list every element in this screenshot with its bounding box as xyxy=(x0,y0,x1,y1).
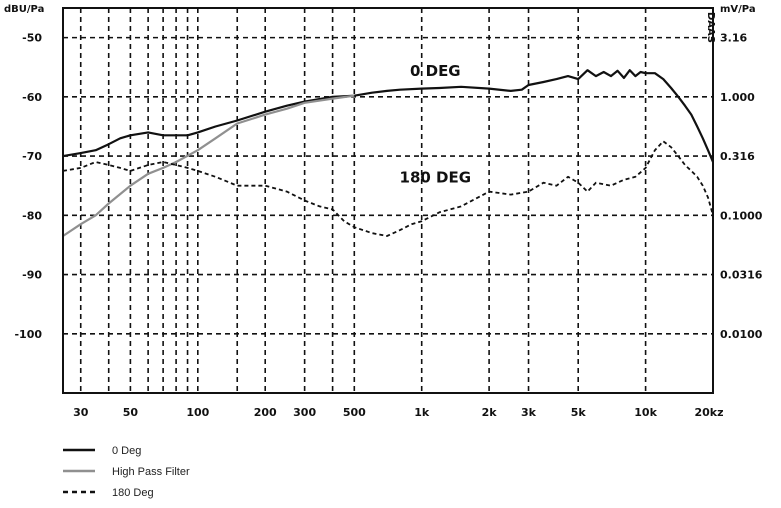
right-tick-label: 0.1000 xyxy=(720,209,763,222)
plot-frame xyxy=(62,7,714,394)
x-tick-label: 100 xyxy=(186,406,209,419)
left-tick-label: -70 xyxy=(22,150,42,163)
curve-layer xyxy=(62,69,715,237)
series-line-0 xyxy=(62,69,715,163)
right-tick-label: 0.0316 xyxy=(720,269,763,282)
x-tick-label: 5k xyxy=(571,406,587,419)
right-tick-label: 1.000 xyxy=(720,91,755,104)
left-tick-label: -50 xyxy=(22,32,42,45)
x-tick-label: 20kz xyxy=(694,406,723,419)
x-tick-label: 500 xyxy=(343,406,366,419)
right-tick-label: 0.0100 xyxy=(720,328,763,341)
left-tick-label: -100 xyxy=(14,328,42,341)
x-tick-label: 2k xyxy=(482,406,498,419)
left-tick-label: -80 xyxy=(22,209,42,222)
x-tick-label: 200 xyxy=(254,406,277,419)
legend: 0 Deg High Pass Filter 180 Deg xyxy=(63,445,190,499)
brand-label: DAAS xyxy=(705,12,716,43)
x-tick-label: 10k xyxy=(634,406,657,419)
curve-annotation: 0 DEG xyxy=(410,62,461,80)
x-tick-label: 30 xyxy=(73,406,89,419)
series-line-1 xyxy=(62,94,355,237)
legend-label-0: 0 Deg xyxy=(112,445,141,457)
series-line-2 xyxy=(62,140,714,237)
x-tick-label: 50 xyxy=(123,406,139,419)
left-tick-label: -60 xyxy=(22,91,42,104)
x-tick-label: 300 xyxy=(293,406,316,419)
x-tick-label: 3k xyxy=(521,406,537,419)
curve-annotation: 180 DEG xyxy=(400,169,472,187)
left-tick-label: -90 xyxy=(22,269,42,282)
x-tick-label: 1k xyxy=(414,406,430,419)
right-tick-label: 0.316 xyxy=(720,150,755,163)
label-layer: 30501002003005001k2k3k5k10k20kz-40-50-60… xyxy=(4,4,763,419)
left-axis-unit: dBU/Pa xyxy=(4,4,44,15)
legend-label-2: 180 Deg xyxy=(112,487,154,499)
right-axis-unit: mV/Pa xyxy=(720,4,756,15)
grid-layer xyxy=(63,8,713,393)
right-tick-label: 3.16 xyxy=(720,32,747,45)
legend-label-1: High Pass Filter xyxy=(112,466,190,478)
